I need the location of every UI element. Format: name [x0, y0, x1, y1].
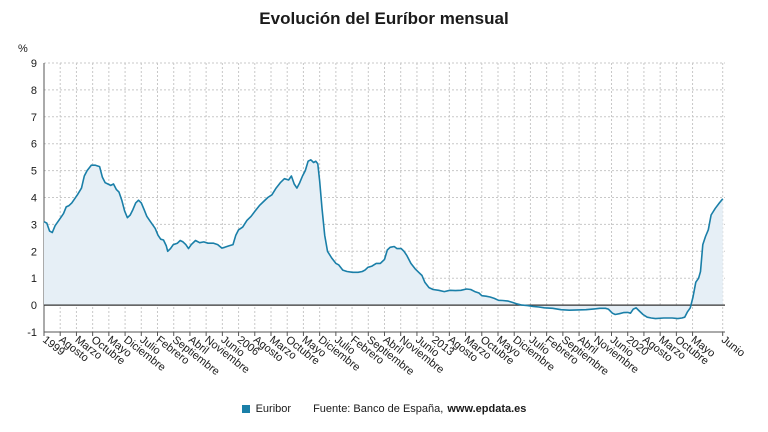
series-line-euribor [43, 159, 724, 320]
source-website: www.epdata.es [447, 403, 527, 415]
y-tick-label: 6 [31, 139, 37, 151]
series-area-euribor [44, 159, 723, 319]
y-tick-label: 3 [31, 219, 37, 231]
chart-legend: Euribor Fuente: Banco de España, www.epd… [0, 403, 768, 415]
legend-swatch-euribor [241, 405, 250, 413]
y-tick-label: 4 [31, 193, 37, 205]
y-tick-label: 2 [31, 246, 37, 258]
legend-label-euribor: Euribor [255, 403, 292, 415]
x-tick-label: Junio [719, 334, 747, 360]
chart-title: Evolución del Euríbor mensual [259, 9, 509, 28]
y-tick-label: 7 [31, 112, 37, 124]
source-label: Fuente: Banco de España, [313, 403, 444, 415]
y-axis-unit-label: % [18, 43, 28, 55]
y-tick-label: 9 [31, 58, 37, 70]
y-tick-label: 5 [31, 166, 37, 178]
y-tick-label: -1 [27, 327, 37, 339]
y-tick-label: 0 [31, 300, 37, 312]
y-tick-label: 8 [31, 85, 37, 97]
y-tick-label: 1 [31, 273, 37, 285]
